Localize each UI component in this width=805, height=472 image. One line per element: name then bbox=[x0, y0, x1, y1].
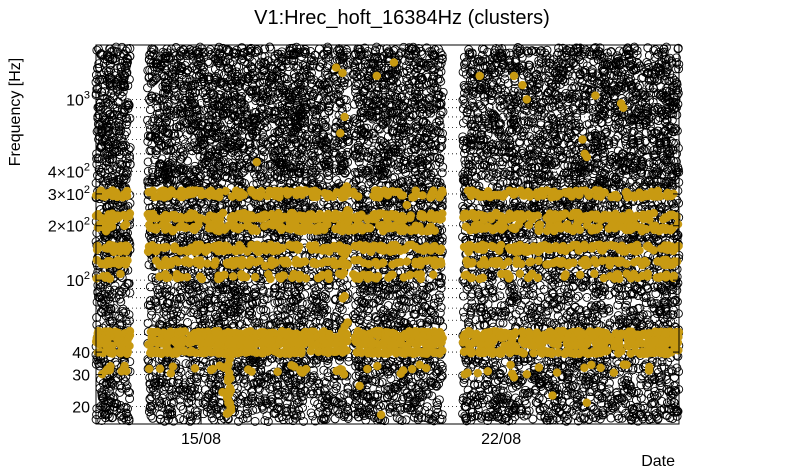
chart-title: V1:Hrec_hoft_16384Hz (clusters) bbox=[254, 7, 550, 29]
